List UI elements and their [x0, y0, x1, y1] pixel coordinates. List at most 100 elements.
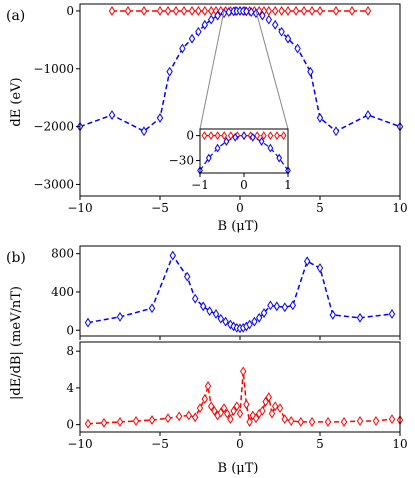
- series-red-derivative-point: [324, 416, 332, 427]
- series-red-derivative-point: [356, 416, 364, 426]
- axis-b-top-ytick-label: 0: [66, 323, 74, 337]
- inset-blue-point: [241, 131, 247, 141]
- series-red-point: [195, 6, 202, 16]
- series-blue-derivative-point: [260, 308, 268, 318]
- axis-b-bottom-ytick-label: 4: [66, 381, 74, 395]
- series-blue-derivative-point: [251, 316, 258, 327]
- axis-a-ytick-label: −2000: [33, 120, 74, 134]
- inset-red-point: [221, 131, 228, 141]
- series-red-derivative-line: [87, 371, 401, 425]
- series-red-derivative-point: [276, 403, 284, 414]
- series-blue-point: [195, 26, 202, 37]
- axis-a-xtick-label: 10: [392, 201, 407, 215]
- inset-axis-ytick-label: −30: [169, 154, 194, 168]
- panel-label-a: (a): [6, 8, 25, 24]
- series-blue-derivative-point: [184, 271, 191, 282]
- axis-b-bottom-xtick-label: 0: [236, 437, 244, 451]
- series-blue-derivative-point: [217, 313, 224, 324]
- inset-red-point: [254, 131, 261, 141]
- inset-red-point: [208, 131, 214, 141]
- series-blue-point: [179, 43, 186, 54]
- series-blue-derivative-point: [84, 317, 92, 328]
- series-blue-point: [140, 126, 148, 137]
- series-red-derivative-point: [259, 405, 266, 416]
- inset-blue-point: [276, 153, 283, 163]
- series-red-point: [272, 6, 279, 16]
- series-blue-derivative-point: [212, 309, 220, 319]
- series-red-point: [292, 6, 300, 16]
- inset-axis-xtick-label: 0: [240, 178, 248, 192]
- series-red-derivative-point: [176, 411, 183, 422]
- series-blue-point: [248, 7, 255, 18]
- inset-blue-point: [258, 137, 265, 146]
- series-red-derivative-point: [84, 418, 92, 429]
- axis-b-bottom-xtick-label: 10: [392, 437, 407, 451]
- inset-connector-right: [255, 10, 289, 130]
- series-red-point: [332, 6, 340, 16]
- series-blue-derivative-point: [169, 250, 176, 261]
- series-blue-point: [265, 14, 272, 25]
- series-red-derivative-point: [211, 405, 218, 416]
- inset-blue-point: [205, 153, 212, 163]
- series-blue-derivative-point: [227, 319, 234, 330]
- axis-a-ytick-label: −3000: [33, 177, 74, 191]
- series-blue-point: [208, 14, 215, 25]
- series-red-point: [300, 6, 308, 16]
- series-red-derivative-point: [217, 407, 224, 418]
- ylabel-b: |dE/dB| (meV/nT): [9, 286, 24, 400]
- series-red-point: [172, 6, 180, 16]
- series-red-derivative-point: [236, 408, 244, 419]
- xlabel-b: B (μT): [218, 461, 259, 476]
- series-red-derivative-point: [265, 392, 272, 403]
- axis-a-xtick-label: 5: [316, 201, 324, 215]
- series-blue-derivative-point: [304, 256, 311, 267]
- series-red-derivative-point: [243, 399, 250, 410]
- inset-red-point: [201, 131, 208, 141]
- series-blue-derivative-point: [116, 311, 124, 322]
- series-red-derivative-point: [116, 416, 124, 427]
- series-red-point: [108, 6, 116, 16]
- axis-b-bottom-xtick-label: −10: [67, 437, 92, 451]
- series-red-derivative-point: [388, 414, 396, 425]
- axis-a-ytick-label: −1000: [33, 62, 74, 76]
- axis-a-ytick-label: 0: [66, 4, 74, 18]
- series-red-derivative-point: [281, 414, 288, 425]
- series-blue-point: [294, 43, 301, 54]
- ylabel-a: dE (eV): [9, 77, 24, 126]
- series-blue-derivative-point: [267, 300, 274, 311]
- series-blue-derivative-point: [206, 306, 213, 317]
- series-red-derivative-point: [164, 413, 172, 424]
- series-blue-derivative-point: [273, 301, 280, 312]
- series-red-derivative-point: [132, 416, 140, 426]
- series-blue-point: [259, 10, 266, 21]
- series-blue-point: [201, 19, 208, 30]
- inset-red-point: [214, 131, 221, 141]
- series-red-point: [278, 6, 285, 16]
- series-blue-point: [307, 66, 314, 77]
- series-blue-point: [316, 113, 324, 123]
- inset-axis-ytick-label: 0: [186, 129, 194, 143]
- series-red-derivative-point: [288, 416, 295, 426]
- series-red-derivative-point: [201, 394, 208, 404]
- inset-axis-xtick-label: −1: [191, 178, 209, 192]
- series-blue-point: [243, 6, 250, 17]
- inset-connector-left: [199, 10, 225, 130]
- inset-blue-point: [214, 143, 221, 153]
- series-red-derivative-point: [262, 396, 269, 407]
- series-red-derivative-point: [185, 410, 192, 421]
- series-blue-point: [166, 66, 173, 77]
- inset-red-point: [267, 131, 274, 141]
- series-red-derivative-point: [240, 366, 247, 377]
- series-red-point: [316, 6, 324, 16]
- series-blue-point: [284, 33, 292, 44]
- series-red-point: [140, 6, 148, 16]
- series-red-derivative-point: [196, 403, 204, 414]
- axis-b-bottom-xtick-label: −5: [151, 437, 169, 451]
- series-blue-derivative-point: [246, 319, 253, 330]
- series-blue-derivative-point: [329, 310, 336, 320]
- axis-b-bottom-xtick-label: 5: [316, 437, 324, 451]
- series-blue-point: [214, 10, 221, 21]
- series-red-derivative-point: [268, 408, 276, 419]
- series-blue-derivative-point: [388, 309, 396, 319]
- series-red-derivative-point: [100, 417, 108, 428]
